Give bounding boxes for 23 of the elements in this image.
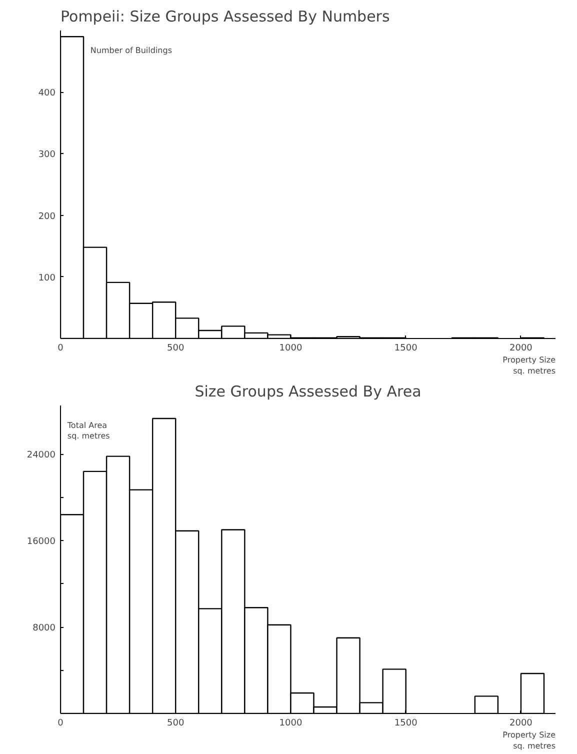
x-tick-label: 1000 bbox=[279, 344, 302, 354]
x-tick-label: 2000 bbox=[510, 344, 533, 354]
x-tick-label: 1500 bbox=[394, 344, 418, 354]
y-tick-label: 200 bbox=[38, 212, 56, 222]
x-tick-label: 0 bbox=[58, 344, 64, 354]
x-tick-label: 2000 bbox=[510, 718, 533, 728]
y-tick-label: 300 bbox=[38, 150, 56, 160]
y-tick-label: 100 bbox=[38, 273, 56, 284]
x-tick-label: 1000 bbox=[279, 718, 302, 728]
x-axis-title: Property Size sq. metres bbox=[502, 356, 556, 376]
x-tick-label: 500 bbox=[167, 344, 184, 354]
x-tick-label: 1500 bbox=[394, 718, 418, 728]
chart-title: Pompeii: Size Groups Assessed By Numbers bbox=[60, 8, 390, 26]
x-tick-label: 0 bbox=[58, 718, 64, 728]
y-tick-label: 8000 bbox=[32, 624, 56, 634]
chart-title: Size Groups Assessed By Area bbox=[194, 382, 422, 400]
x-tick-label: 500 bbox=[167, 718, 184, 728]
y-axis-title: Number of Buildings bbox=[90, 46, 172, 55]
y-tick-label: 400 bbox=[38, 88, 56, 99]
y-axis-title: Total Area sq. metres bbox=[66, 420, 110, 441]
y-tick-label: 16000 bbox=[26, 537, 56, 548]
y-tick-label: 24000 bbox=[26, 450, 56, 461]
x-axis-title: Property Size sq. metres bbox=[502, 730, 556, 750]
